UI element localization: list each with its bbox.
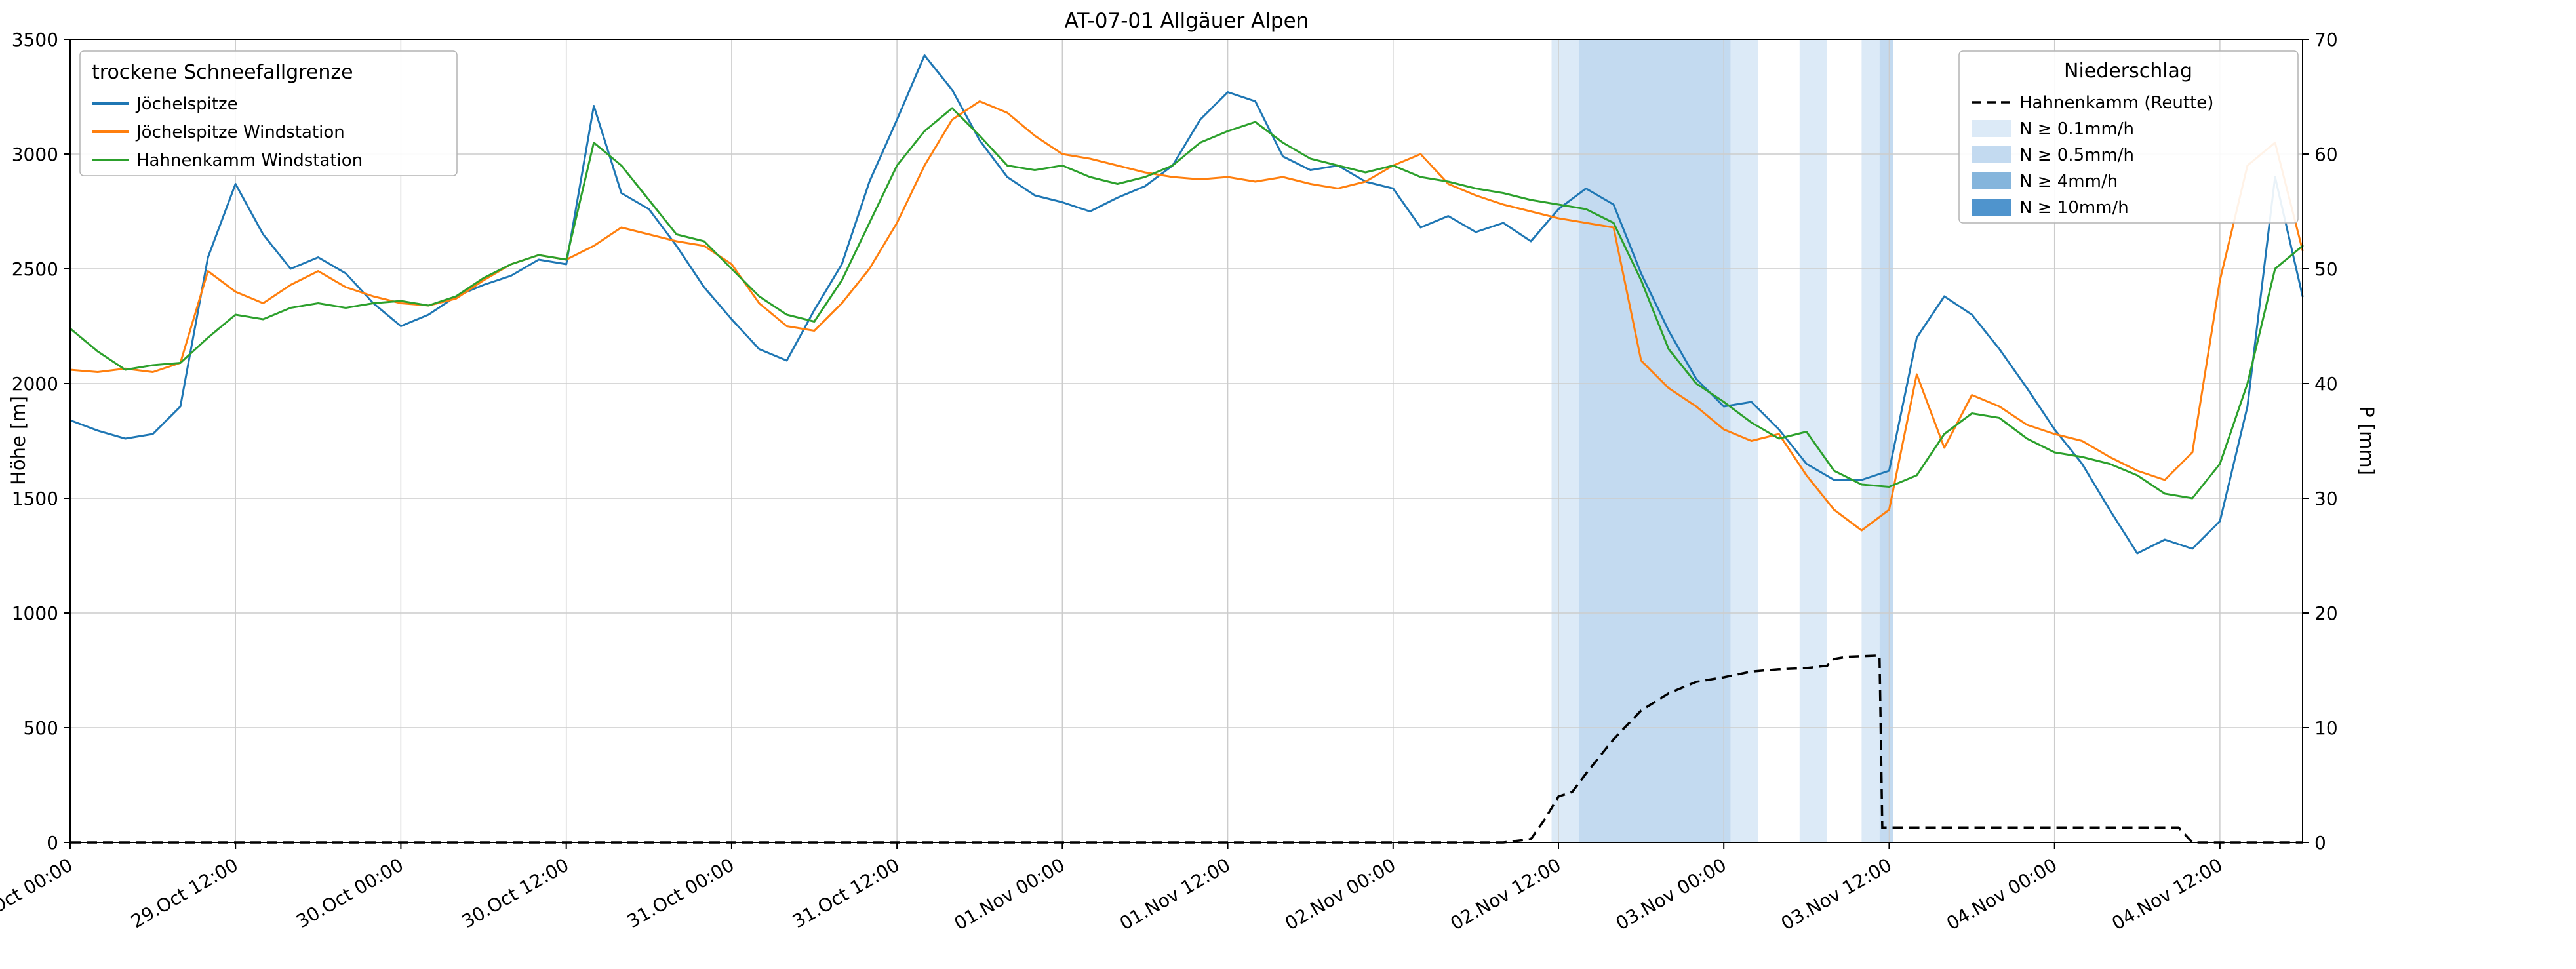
legend-precip-title: Niederschlag (2064, 60, 2192, 83)
x-tick-label: 31.Oct 12:00 (789, 854, 903, 932)
precip-band (1879, 39, 1893, 842)
y-axis-left-label: Höhe [m] (7, 396, 30, 485)
y-left-tick-label: 0 (47, 832, 58, 854)
legend-precip-frame (1958, 50, 2299, 224)
x-tick-label: 02.Nov 12:00 (1447, 854, 1565, 934)
y-right-tick-label: 70 (2314, 29, 2338, 50)
y-right-tick-label: 30 (2314, 488, 2338, 509)
x-tick-label: 01.Nov 00:00 (951, 854, 1069, 934)
y-right-tick-label: 10 (2314, 717, 2338, 739)
plot-border (69, 39, 2303, 843)
x-tick-label: 04.Nov 12:00 (2108, 854, 2226, 934)
legend-band-label: N ≥ 0.5mm/h (2019, 146, 2134, 165)
legend-band-label: N ≥ 0.1mm/h (2019, 119, 2134, 139)
precip-bands (1551, 39, 1893, 842)
legend-precip-line-label: Hahnenkamm (Reutte) (2019, 93, 2213, 113)
y-right-tick-label: 40 (2314, 373, 2338, 395)
precip-band (1551, 39, 1579, 842)
x-tick-label: 02.Nov 00:00 (1281, 854, 1399, 934)
x-tick-label: 29.Oct 12:00 (127, 854, 242, 932)
chart-title: AT-07-01 Allgäuer Alpen (1065, 9, 1309, 33)
legend-band-swatch (1972, 172, 2011, 189)
chart-generated-content: 0 500 1000 1500 2000 2500 3000 3500 0 10 20 30 40 50 6… (0, 29, 2338, 934)
x-tick-label: 04.Nov 00:00 (1943, 854, 2061, 934)
series-lines (69, 54, 2304, 555)
y-right-tick-label: 20 (2314, 603, 2338, 624)
series-line-3 (69, 107, 2304, 500)
legend-snowline-title: trockene Schneefallgrenze (92, 61, 353, 84)
x-tick-label: 30.Oct 12:00 (458, 854, 573, 932)
y-right-tick-label: 60 (2314, 144, 2338, 165)
legend-band-label: N ≥ 10mm/h (2019, 198, 2129, 218)
legend-band-swatch (1972, 199, 2011, 216)
precip-band (1861, 39, 1880, 842)
legend-snowline-item-label: Jöchelspitze Windstation (135, 123, 345, 142)
legend-precip: Niederschlag Hahnenkamm (Reutte) N ≥ 0.1mm… (1958, 50, 2299, 224)
y-left-tick-label: 3000 (12, 144, 58, 165)
x-tick-label: 29.Oct 00:00 (0, 854, 77, 932)
legend-snowline-item-label: Jöchelspitze (135, 94, 238, 114)
precip-cumulative-line (70, 654, 2303, 844)
precip-band (1579, 39, 1731, 842)
legend-band-swatch (1972, 120, 2011, 137)
x-tick-label: 03.Nov 00:00 (1612, 854, 1730, 934)
legend-snowline-item-label: Hahnenkamm Windstation (136, 151, 363, 170)
x-tick-label: 30.Oct 00:00 (292, 854, 407, 932)
legend-band-swatch (1972, 146, 2011, 163)
x-tick-label: 01.Nov 12:00 (1116, 854, 1234, 934)
y-left-tick-label: 500 (24, 717, 58, 739)
y-axis-right-label: P [mm] (2356, 406, 2378, 475)
y-left-tick-label: 2500 (12, 258, 58, 280)
legend-snowline: trockene Schneefallgrenze Jöchelspitze Jöc… (79, 50, 458, 176)
y-left-tick-label: 1500 (12, 488, 58, 509)
y-left-tick-label: 3500 (12, 29, 58, 50)
y-right-tick-label: 0 (2314, 832, 2326, 854)
y-left-tick-label: 2000 (12, 373, 58, 395)
x-tick-label: 03.Nov 12:00 (1777, 854, 1895, 934)
legend-band-label: N ≥ 4mm/h (2019, 172, 2118, 191)
legend-snowline-frame (79, 50, 458, 176)
series-line-1 (69, 54, 2304, 555)
y-right-tick-label: 50 (2314, 258, 2338, 280)
series-line-2 (69, 100, 2304, 532)
x-tick-label: 31.Oct 00:00 (624, 854, 738, 932)
y-left-tick-label: 1000 (12, 603, 58, 624)
